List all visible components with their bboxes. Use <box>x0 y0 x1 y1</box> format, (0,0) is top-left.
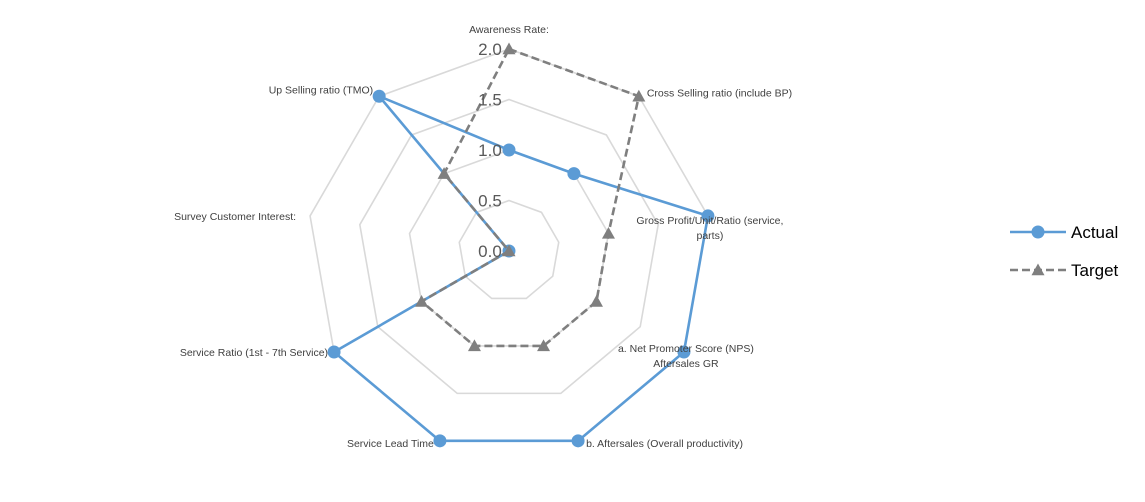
legend-label-actual: Actual <box>1071 223 1118 242</box>
legend-item-actual: Actual <box>1010 223 1118 242</box>
tick-label-1: 0.5 <box>478 192 502 211</box>
category-label-4: b. Aftersales (Overall productivity) <box>586 438 743 450</box>
legend: Actual Target <box>1010 223 1119 280</box>
category-label-3: a. Net Promoter Score (NPS) Aftersales GR <box>618 343 754 370</box>
point-target-5 <box>467 339 481 352</box>
tick-label-3: 1.5 <box>478 91 502 110</box>
point-actual-3 <box>677 345 691 359</box>
series-actual <box>327 89 715 448</box>
point-target-3 <box>589 295 603 307</box>
point-target-1 <box>632 89 646 102</box>
legend-label-target: Target <box>1071 261 1119 280</box>
grid-ring-3 <box>358 98 660 395</box>
tick-label-4: 2.0 <box>478 40 502 59</box>
category-label-8: Up Selling ratio (TMO) <box>269 84 373 96</box>
legend-marker-target <box>1031 263 1045 276</box>
tick-label-0: 0.0 <box>478 242 502 261</box>
category-label-1: Cross Selling ratio (include BP) <box>647 87 792 99</box>
legend-marker-actual <box>1031 225 1045 239</box>
point-target-7 <box>502 244 516 257</box>
point-target-0 <box>502 42 516 55</box>
point-target-4 <box>537 339 551 352</box>
category-label-6: Service Ratio (1st - 7th Service) <box>180 347 328 359</box>
point-actual-1 <box>567 167 581 181</box>
point-target-8 <box>437 167 451 179</box>
point-actual-5 <box>433 434 447 448</box>
legend-item-target: Target <box>1010 261 1119 280</box>
point-actual-0 <box>502 143 516 157</box>
category-labels: Awareness Rate: Cross Selling ratio (incl… <box>174 24 792 450</box>
series-target <box>415 42 646 352</box>
point-actual-2 <box>701 209 715 223</box>
point-actual-4 <box>571 434 585 448</box>
radar-series <box>327 42 715 448</box>
grid-ring-1 <box>458 199 560 300</box>
category-label-0: Awareness Rate: <box>469 24 549 36</box>
series-line-target <box>420 47 641 348</box>
point-actual-8 <box>372 89 386 103</box>
category-label-5: Service Lead Time <box>347 438 434 450</box>
series-line-actual <box>332 94 710 443</box>
category-label-2: Gross Profit/Unit/Ratio (service, parts) <box>636 215 783 242</box>
category-label-7: Survey Customer Interest: <box>174 211 296 223</box>
point-target-2 <box>601 226 615 239</box>
radial-axis-ticks: 0.0 0.5 1.0 1.5 2.0 <box>478 40 502 261</box>
tick-label-2: 1.0 <box>478 141 502 160</box>
point-target-6 <box>415 295 429 307</box>
point-actual-6 <box>327 345 341 359</box>
